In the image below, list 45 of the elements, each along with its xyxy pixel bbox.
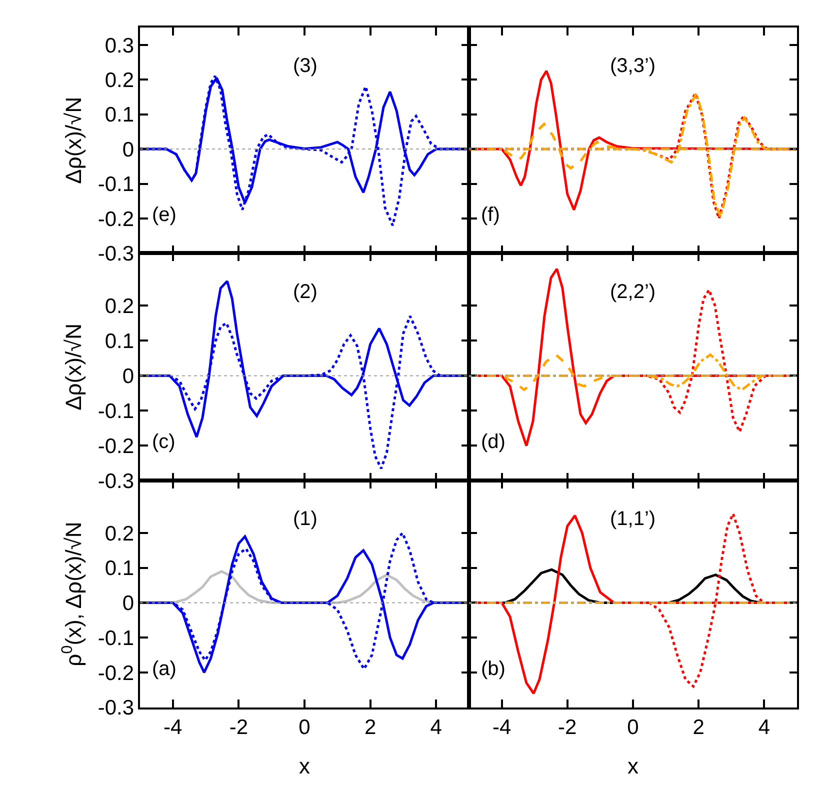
y-tick-label: 0: [122, 138, 134, 162]
y-tick-label: -0.3: [98, 242, 134, 266]
y-tick-label: 0.2: [104, 522, 134, 546]
annotation: (2): [293, 281, 318, 303]
annotation: (e): [152, 204, 176, 226]
y-tick-label: -0.3: [98, 470, 134, 494]
x-tick-label: 2: [692, 716, 704, 740]
x-tick-label: 2: [364, 716, 376, 740]
x-tick-label: -4: [492, 716, 512, 740]
y-axis-title: Δρ(x)/√N: [61, 323, 86, 410]
y-tick-label: -0.2: [98, 208, 134, 231]
y-tick-label: 0: [122, 592, 134, 616]
x-tick-label: 0: [298, 716, 310, 740]
y-tick-label: -0.3: [98, 696, 134, 720]
y-tick-label: -0.2: [98, 435, 134, 458]
x-axis-title: x: [628, 754, 638, 779]
annotation: (f): [481, 204, 500, 226]
y-tick-label: 0.2: [104, 68, 134, 92]
x-tick-label: -4: [164, 716, 183, 740]
y-tick-label: 0.1: [104, 104, 134, 127]
y-tick-label: 0.3: [104, 34, 134, 58]
annotation: (2,2’): [610, 281, 656, 303]
y-tick-label: 0.2: [104, 295, 134, 318]
annotation: (c): [152, 431, 176, 453]
annotation: (1,1’): [610, 508, 656, 530]
y-tick-label: -0.2: [98, 662, 134, 685]
y-tick-label: -0.1: [98, 400, 134, 424]
annotation: (3): [293, 55, 318, 77]
x-tick-label: 4: [430, 716, 442, 740]
y-tick-label: 0: [122, 365, 134, 388]
annotation: (b): [481, 658, 506, 680]
x-tick-label: -2: [558, 716, 577, 740]
annotation: (1): [293, 508, 318, 530]
y-axis-title: Δρ(x)/√N: [61, 96, 86, 184]
y-tick-label: 0.1: [104, 557, 134, 580]
x-tick-label: 4: [758, 716, 770, 740]
y-tick-label: 0.1: [104, 330, 134, 354]
annotation: (d): [481, 431, 506, 453]
x-axis-title: x: [299, 754, 310, 779]
annotation: (3,3’): [610, 55, 656, 77]
annotation: (a): [152, 658, 176, 680]
y-tick-label: -0.1: [98, 173, 134, 196]
x-tick-label: 0: [627, 716, 639, 740]
y-tick-label: -0.1: [98, 626, 134, 650]
x-tick-label: -2: [229, 716, 248, 740]
